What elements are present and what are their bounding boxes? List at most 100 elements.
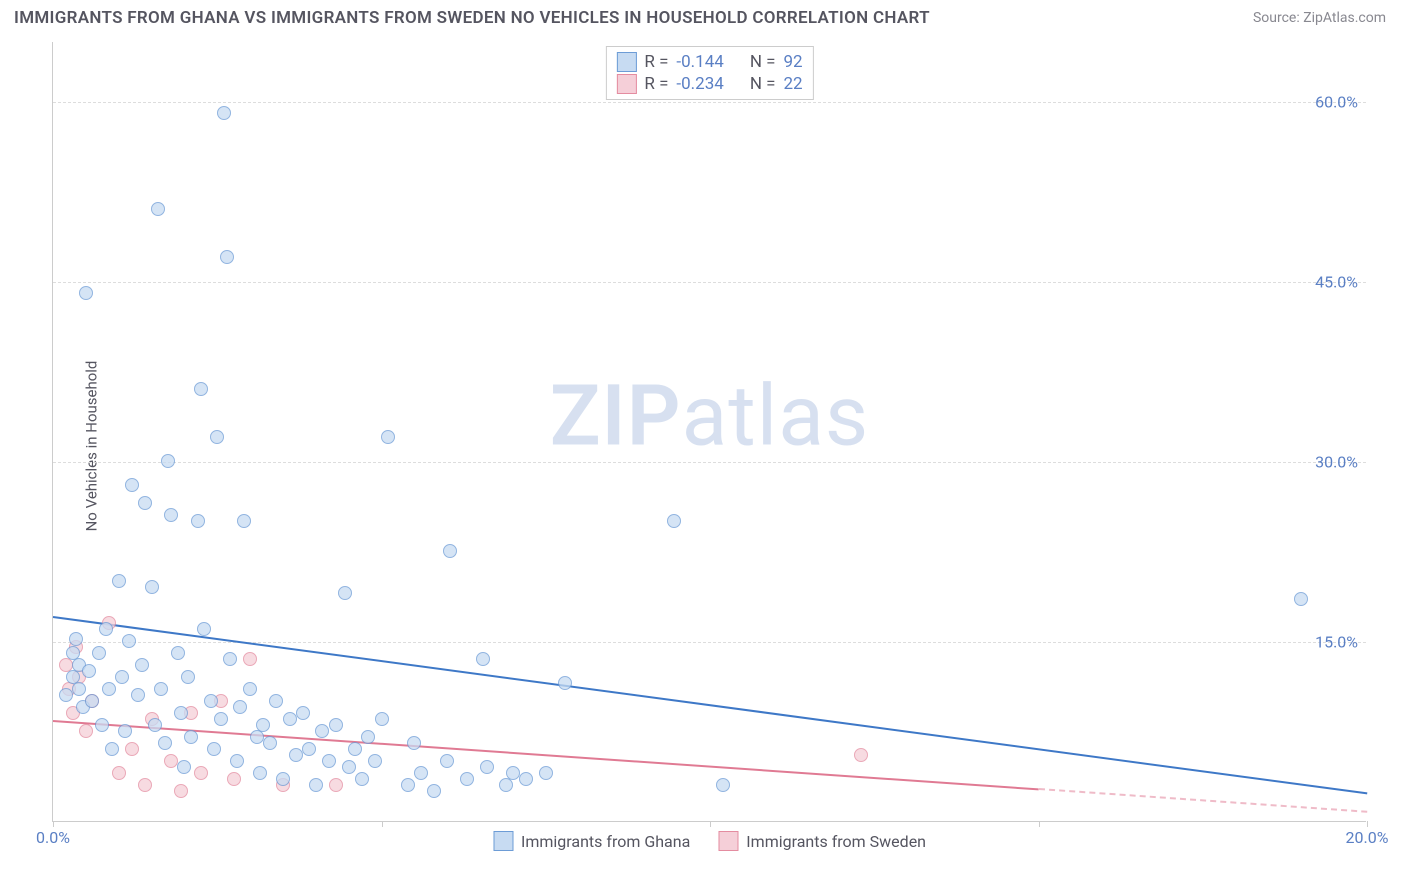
scatter-point [296,706,310,720]
scatter-point [854,748,868,762]
scatter-point [263,736,277,750]
scatter-point [375,712,389,726]
scatter-point [283,712,297,726]
legend-item-label: Immigrants from Sweden [746,832,926,851]
scatter-point [480,760,494,774]
scatter-point [329,718,343,732]
scatter-point [414,766,428,780]
scatter-point [368,754,382,768]
scatter-point [348,742,362,756]
scatter-point [122,634,136,648]
gridline [53,102,1366,103]
trendline [1038,788,1367,813]
scatter-point [174,706,188,720]
scatter-point [125,742,139,756]
scatter-point [381,430,395,444]
scatter-point [342,760,356,774]
scatter-point [558,676,572,690]
legend-r-label: R = [644,52,668,72]
scatter-point [138,496,152,510]
scatter-point [171,646,185,660]
legend-r-value: -0.144 [676,52,723,72]
scatter-point [204,694,218,708]
scatter-point [309,778,323,792]
source-label: Source: ZipAtlas.com [1253,10,1386,26]
scatter-point [256,718,270,732]
scatter-point [112,574,126,588]
scatter-point [194,382,208,396]
scatter-point [329,778,343,792]
scatter-point [79,286,93,300]
scatter-point [506,766,520,780]
scatter-point [138,778,152,792]
scatter-point [151,202,165,216]
scatter-point [315,724,329,738]
legend-n-value: 92 [784,52,803,72]
scatter-point [72,682,86,696]
scatter-point [237,514,251,528]
y-tick-label: 60.0% [1315,93,1358,112]
scatter-point [197,622,211,636]
legend-swatch-icon [616,52,636,72]
scatter-point [440,754,454,768]
scatter-point [227,772,241,786]
scatter-point [164,754,178,768]
scatter-point [355,772,369,786]
scatter-point [184,730,198,744]
scatter-point [1294,592,1308,606]
scatter-point [148,718,162,732]
scatter-point [191,514,205,528]
x-tick [53,821,54,827]
legend-item-label: Immigrants from Ghana [521,832,690,851]
scatter-point [214,712,228,726]
scatter-point [476,652,490,666]
scatter-point [302,742,316,756]
scatter-point [79,724,93,738]
scatter-point [174,784,188,798]
gridline [53,462,1366,463]
scatter-point [161,454,175,468]
scatter-point [217,106,231,120]
legend-swatch-icon [616,74,636,94]
legend-item: Immigrants from Sweden [718,831,926,851]
scatter-point [427,784,441,798]
scatter-point [361,730,375,744]
scatter-point [233,700,247,714]
x-tick-label: 20.0% [1346,828,1389,847]
x-tick [1039,821,1040,827]
gridline [53,282,1366,283]
scatter-point [59,688,73,702]
chart-plot-area: ZIPatlas R = -0.144 N = 92 R = -0.234 N … [52,42,1366,822]
scatter-point [95,718,109,732]
scatter-point [102,682,116,696]
legend-n-label: N = [750,52,776,72]
scatter-point [220,250,234,264]
legend-r-label: R = [644,74,668,94]
scatter-point [230,754,244,768]
y-tick-label: 45.0% [1315,273,1358,292]
legend-row: R = -0.144 N = 92 [616,51,802,73]
x-tick-label: 0.0% [36,828,70,847]
correlation-legend: R = -0.144 N = 92 R = -0.234 N = 22 [605,46,813,100]
scatter-point [105,742,119,756]
scatter-point [82,664,96,678]
scatter-point [131,688,145,702]
legend-item: Immigrants from Ghana [493,831,690,851]
scatter-point [243,652,257,666]
x-tick [710,821,711,827]
scatter-point [499,778,513,792]
scatter-point [289,748,303,762]
scatter-point [92,646,106,660]
scatter-point [194,766,208,780]
scatter-point [135,658,149,672]
scatter-point [177,760,191,774]
scatter-point [154,682,168,696]
legend-swatch-icon [493,831,513,851]
scatter-point [407,736,421,750]
scatter-point [118,724,132,738]
scatter-point [443,544,457,558]
scatter-point [519,772,533,786]
scatter-point [85,694,99,708]
y-tick-label: 30.0% [1315,453,1358,472]
legend-r-value: -0.234 [676,74,723,94]
